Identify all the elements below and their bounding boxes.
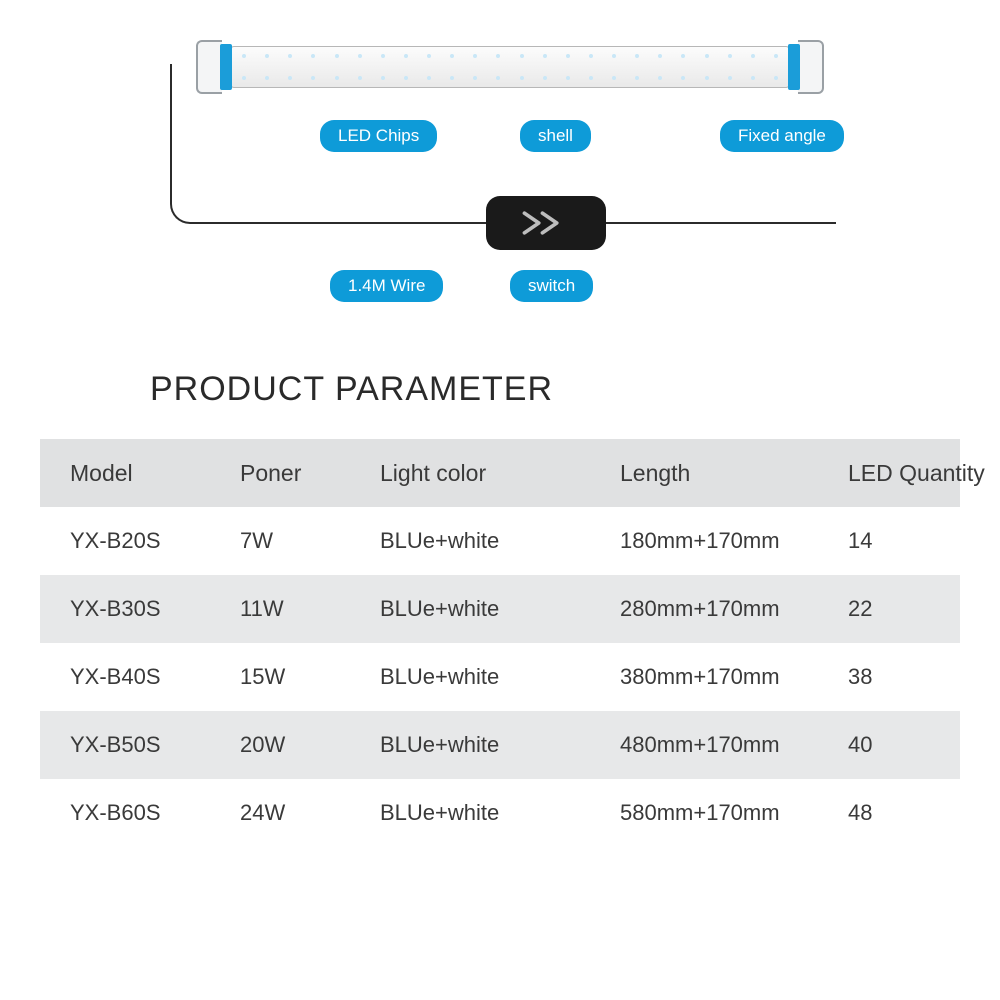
table-cell: BLUe+white: [380, 596, 600, 622]
col-header-qty: LED Quantity: [830, 460, 990, 487]
table-cell: 40: [830, 732, 990, 758]
table-cell: 14: [830, 528, 990, 554]
table-cell: 20W: [240, 732, 380, 758]
label-led-chips: LED Chips: [320, 120, 437, 152]
table-cell: YX-B60S: [70, 800, 240, 826]
label-shell: shell: [520, 120, 591, 152]
right-bracket: [786, 38, 830, 96]
table-cell: BLUe+white: [380, 664, 600, 690]
col-header-power: Poner: [240, 460, 380, 487]
wire-segment: [200, 222, 486, 224]
table-cell: 24W: [240, 800, 380, 826]
col-header-length: Length: [600, 460, 830, 487]
table-cell: 15W: [240, 664, 380, 690]
table-cell: 380mm+170mm: [600, 664, 830, 690]
product-diagram: LED Chips shell Fixed angle 1.4M Wire sw…: [0, 0, 1000, 310]
table-row: YX-B60S24WBLUe+white580mm+170mm48: [40, 779, 960, 847]
table-cell: BLUe+white: [380, 732, 600, 758]
table-cell: YX-B40S: [70, 664, 240, 690]
table-cell: 11W: [240, 596, 380, 622]
led-light-bar: [190, 38, 830, 96]
table-cell: 480mm+170mm: [600, 732, 830, 758]
table-cell: 48: [830, 800, 990, 826]
table-cell: BLUe+white: [380, 800, 600, 826]
table-cell: 7W: [240, 528, 380, 554]
table-cell: 280mm+170mm: [600, 596, 830, 622]
col-header-color: Light color: [380, 460, 600, 487]
table-cell: BLUe+white: [380, 528, 600, 554]
wire-segment: [170, 64, 200, 224]
parameter-table: Model Poner Light color Length LED Quant…: [40, 439, 960, 847]
table-cell: YX-B30S: [70, 596, 240, 622]
table-cell: 38: [830, 664, 990, 690]
label-wire: 1.4M Wire: [330, 270, 443, 302]
table-header-row: Model Poner Light color Length LED Quant…: [40, 439, 960, 507]
table-row: YX-B40S15WBLUe+white380mm+170mm38: [40, 643, 960, 711]
table-row: YX-B20S7WBLUe+white180mm+170mm14: [40, 507, 960, 575]
col-header-model: Model: [70, 460, 240, 487]
label-fixed-angle: Fixed angle: [720, 120, 844, 152]
chevron-right-icon: [519, 208, 573, 238]
section-title: PRODUCT PARAMETER: [150, 370, 1000, 409]
table-cell: 22: [830, 596, 990, 622]
table-row: YX-B50S20WBLUe+white480mm+170mm40: [40, 711, 960, 779]
table-cell: 580mm+170mm: [600, 800, 830, 826]
table-cell: YX-B50S: [70, 732, 240, 758]
table-cell: 180mm+170mm: [600, 528, 830, 554]
table-row: YX-B30S11WBLUe+white280mm+170mm22: [40, 575, 960, 643]
inline-switch: [486, 196, 606, 250]
table-cell: YX-B20S: [70, 528, 240, 554]
label-switch: switch: [510, 270, 593, 302]
wire-segment: [606, 222, 836, 224]
led-dots: [242, 54, 778, 80]
